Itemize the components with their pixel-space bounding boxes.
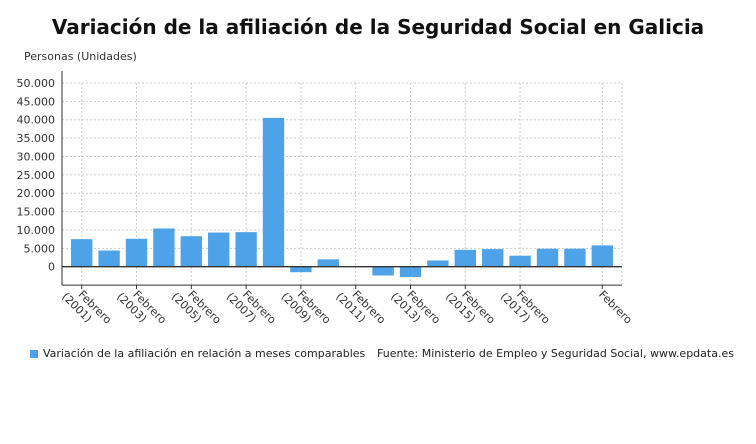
bar (591, 245, 613, 267)
y-tick-label: 5.000 (24, 242, 56, 255)
bar (482, 249, 504, 267)
x-tick-label: Febrero(2011) (333, 281, 388, 336)
bar (208, 232, 230, 267)
chart-title: Variación de la afiliación de la Segurid… (51, 15, 705, 39)
legend-swatch (30, 349, 38, 358)
y-tick-label: 20.000 (17, 187, 56, 200)
x-tick-label: Febrero (596, 288, 635, 327)
bar (235, 232, 257, 267)
bar (454, 249, 476, 267)
y-tick-label: 30.000 (17, 150, 56, 163)
y-tick-label: 0 (48, 261, 55, 274)
source-text: Fuente: Ministerio de Empleo y Seguridad… (377, 347, 734, 360)
y-tick-label: 35.000 (17, 132, 56, 145)
y-tick-label: 45.000 (17, 95, 56, 108)
bar (71, 239, 93, 267)
y-tick-label: 50.000 (17, 77, 56, 90)
x-tick-label: Febrero(2017) (498, 281, 553, 336)
bar (262, 117, 285, 267)
bar (564, 248, 586, 267)
y-tick-label: 25.000 (17, 169, 56, 182)
x-tick-label: Febrero(2009) (279, 281, 334, 336)
y-axis-label: Personas (Unidades) (24, 50, 137, 63)
bar (180, 236, 202, 267)
bar (427, 260, 449, 267)
bar (536, 248, 559, 267)
bar (509, 255, 531, 267)
x-tick-label: Febrero(2007) (224, 281, 279, 336)
bar (290, 266, 312, 273)
bar (372, 266, 394, 276)
legend-label: Variación de la afiliación en relación a… (43, 347, 366, 360)
legend: Variación de la afiliación en relación a… (30, 347, 365, 360)
x-tick-label: Febrero(2003) (114, 281, 169, 336)
x-tick-label: Febrero(2013) (388, 281, 443, 336)
x-tick-label: Febrero(2015) (443, 281, 498, 336)
y-tick-label: 40.000 (17, 114, 56, 127)
bar (153, 228, 175, 267)
y-tick-label: 15.000 (17, 206, 56, 219)
x-tick-label: Febrero(2001) (59, 281, 114, 336)
bar (98, 250, 120, 267)
bar (317, 259, 339, 267)
bar (125, 238, 148, 267)
y-tick-label: 10.000 (17, 224, 56, 237)
bar (399, 266, 422, 277)
x-tick-label: Febrero(2005) (169, 281, 224, 336)
